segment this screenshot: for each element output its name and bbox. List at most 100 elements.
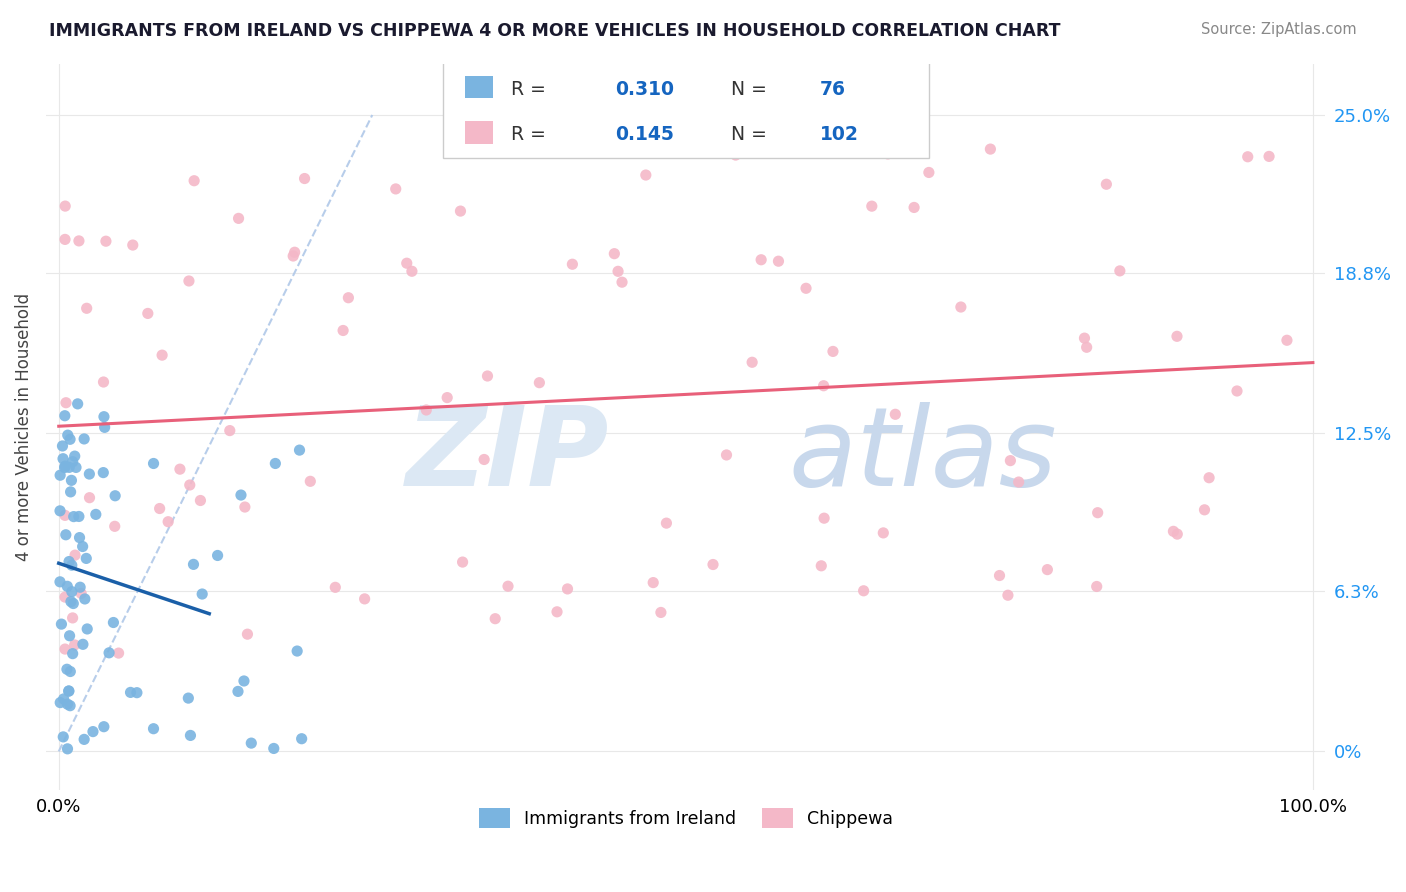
Point — [53, 409, 76, 423]
Point — [53, 642, 76, 657]
Point — [332, 323, 354, 337]
Text: N =: N = — [731, 80, 772, 99]
Point — [56, 579, 79, 593]
Point — [284, 245, 307, 260]
Point — [103, 615, 125, 630]
Point — [142, 457, 165, 471]
Point — [98, 646, 121, 660]
Text: R =: R = — [510, 80, 551, 99]
Point — [76, 622, 98, 636]
Point — [496, 579, 519, 593]
Point — [1166, 329, 1188, 343]
Point — [1073, 331, 1095, 345]
Point — [62, 611, 84, 625]
Point — [59, 432, 82, 446]
Point — [56, 428, 79, 442]
Point — [53, 459, 76, 474]
Point — [70, 586, 93, 600]
Point — [607, 264, 630, 278]
Point — [451, 555, 474, 569]
Point — [179, 478, 201, 492]
Point — [67, 509, 90, 524]
Point — [1108, 264, 1130, 278]
Point — [52, 692, 75, 706]
Text: IMMIGRANTS FROM IRELAND VS CHIPPEWA 4 OR MORE VEHICLES IN HOUSEHOLD CORRELATION : IMMIGRANTS FROM IRELAND VS CHIPPEWA 4 OR… — [49, 22, 1060, 40]
Point — [56, 697, 79, 711]
Point — [120, 685, 142, 699]
Point — [51, 439, 73, 453]
Point — [179, 728, 201, 742]
Point — [884, 407, 907, 421]
Point — [207, 549, 229, 563]
Point — [903, 201, 925, 215]
Point — [56, 742, 79, 756]
Point — [610, 275, 633, 289]
Point — [233, 673, 256, 688]
Point — [63, 449, 86, 463]
Text: 102: 102 — [820, 125, 859, 145]
Point — [1258, 149, 1281, 163]
Point — [62, 647, 84, 661]
Point — [121, 238, 143, 252]
Point — [60, 558, 83, 573]
Point — [1036, 563, 1059, 577]
FancyBboxPatch shape — [464, 76, 492, 98]
Point — [852, 142, 875, 156]
Point — [62, 597, 84, 611]
Point — [988, 568, 1011, 582]
Point — [149, 501, 172, 516]
FancyBboxPatch shape — [464, 121, 492, 144]
Point — [236, 627, 259, 641]
Point — [979, 142, 1001, 156]
Point — [395, 256, 418, 270]
Point — [69, 580, 91, 594]
Point — [294, 171, 316, 186]
Point — [1226, 384, 1249, 398]
Text: ZIP: ZIP — [405, 402, 609, 509]
Point — [157, 515, 180, 529]
Point — [1198, 471, 1220, 485]
Point — [62, 509, 84, 524]
Point — [52, 451, 75, 466]
Point — [51, 617, 73, 632]
Point — [749, 252, 772, 267]
Point — [60, 584, 83, 599]
Point — [1085, 579, 1108, 593]
Point — [59, 484, 82, 499]
Point — [1275, 333, 1298, 347]
Point — [53, 590, 76, 604]
Text: R =: R = — [510, 125, 551, 145]
Point — [810, 558, 832, 573]
Point — [1166, 527, 1188, 541]
Point — [702, 558, 724, 572]
Point — [136, 306, 159, 320]
Point — [949, 300, 972, 314]
Point — [177, 691, 200, 706]
Point — [291, 731, 314, 746]
FancyBboxPatch shape — [443, 61, 929, 159]
Point — [63, 548, 86, 562]
Point — [93, 375, 115, 389]
Point — [1236, 150, 1258, 164]
Point — [66, 397, 89, 411]
Point — [650, 606, 672, 620]
Point — [384, 182, 406, 196]
Point — [353, 591, 375, 606]
Point — [177, 274, 200, 288]
Point — [59, 665, 82, 679]
Point — [561, 257, 583, 271]
Point — [94, 234, 117, 248]
Text: Source: ZipAtlas.com: Source: ZipAtlas.com — [1201, 22, 1357, 37]
Point — [634, 168, 657, 182]
Point — [218, 424, 240, 438]
Point — [190, 493, 212, 508]
Point — [337, 291, 360, 305]
Point — [1076, 340, 1098, 354]
Point — [655, 516, 678, 530]
Point — [1000, 453, 1022, 467]
Point — [283, 249, 305, 263]
Point — [285, 644, 308, 658]
Point — [62, 455, 84, 469]
Point — [794, 281, 817, 295]
Text: 0.145: 0.145 — [616, 125, 675, 145]
